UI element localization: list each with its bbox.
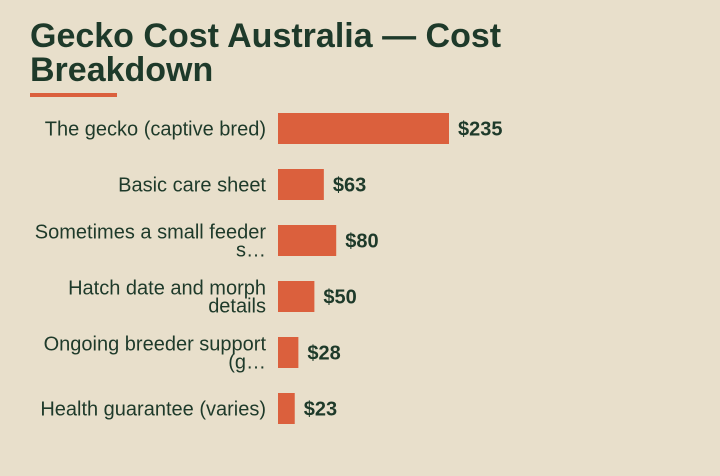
category-label-4-line-0: Ongoing breeder support — [44, 334, 267, 356]
category-label-3-line-0: Hatch date and morph — [68, 278, 266, 300]
value-label-5: $23 — [304, 399, 337, 421]
title-underline — [30, 93, 117, 97]
category-label-2-line-1: s… — [236, 240, 266, 262]
value-label-2: $80 — [345, 231, 378, 253]
category-label-0: The gecko (captive bred) — [45, 119, 266, 141]
category-label-4-line-1: (g… — [228, 352, 266, 374]
category-label-2-line-0: Sometimes a small feeder — [35, 222, 267, 244]
category-label-5: Health guarantee (varies) — [40, 399, 266, 421]
value-label-3: $50 — [323, 287, 356, 309]
bar-1 — [278, 169, 324, 200]
bar-4 — [278, 337, 299, 368]
chart-title: Gecko Cost Australia — Cost Breakdown — [30, 17, 502, 89]
bars-group — [278, 113, 449, 424]
bar-3 — [278, 281, 315, 312]
value-label-4: $28 — [307, 343, 340, 365]
category-label-1: Basic care sheet — [118, 175, 266, 197]
category-labels-group: The gecko (captive bred) Basic care sheet… — [35, 119, 267, 421]
value-labels-group: $235 $63 $80 $50 $28 $23 — [304, 119, 503, 421]
value-label-0: $235 — [458, 119, 503, 141]
bar-2 — [278, 225, 337, 256]
value-label-1: $63 — [333, 175, 366, 197]
bar-5 — [278, 393, 295, 424]
bar-0 — [278, 113, 449, 144]
category-label-3-line-1: details — [208, 296, 266, 318]
